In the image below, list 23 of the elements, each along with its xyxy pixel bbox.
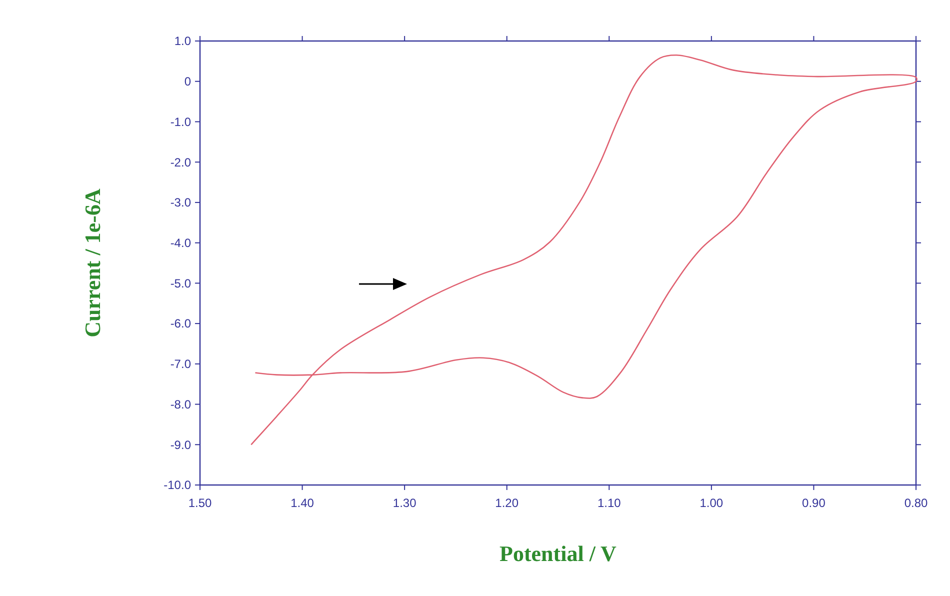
y-tick-label: -10.0 — [164, 478, 192, 492]
y-tick-label: -3.0 — [170, 196, 192, 210]
y-tick-label: -7.0 — [170, 357, 192, 372]
x-tick-label: 1.00 — [700, 496, 724, 510]
x-tick-label: 1.40 — [290, 496, 314, 510]
x-tick-label: 1.50 — [188, 496, 212, 510]
x-tick-label: 0.90 — [802, 496, 826, 510]
y-tick-label: -8.0 — [170, 397, 192, 412]
y-tick-label: -2.0 — [170, 155, 192, 170]
line-series — [250, 54, 917, 446]
x-tick-label: 1.20 — [495, 496, 519, 510]
x-axis-title: Potential / V — [500, 541, 617, 566]
y-tick-label: -9.0 — [170, 438, 192, 452]
x-tick-label: 0.80 — [904, 496, 928, 510]
y-axis-title: Current / 1e-6A — [80, 188, 105, 338]
x-tick-label: 1.30 — [392, 496, 417, 510]
y-tick-label: -6.0 — [170, 316, 192, 331]
y-tick-label: 0 — [184, 74, 192, 89]
y-tick-label: 1.0 — [174, 34, 192, 48]
y-tick-label: -5.0 — [170, 276, 192, 290]
y-tick-label: -4.0 — [170, 236, 192, 250]
x-tick-label: 1.10 — [597, 496, 622, 510]
y-tick-label: -1.0 — [170, 114, 192, 129]
